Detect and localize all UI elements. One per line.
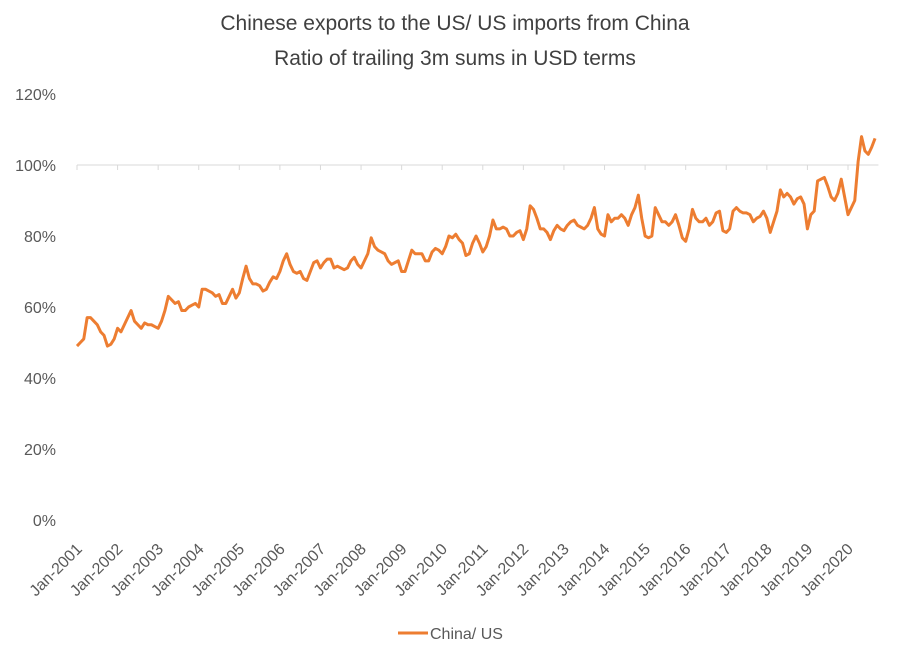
y-tick-label: 80% xyxy=(24,229,56,246)
y-tick-label: 100% xyxy=(15,158,56,175)
y-tick-label: 120% xyxy=(15,87,56,104)
y-tick-label: 20% xyxy=(24,442,56,459)
chart-title: Chinese exports to the US/ US imports fr… xyxy=(220,12,690,35)
y-tick-label: 40% xyxy=(24,371,56,388)
legend-label: China/ US xyxy=(430,626,503,643)
y-tick-label: 0% xyxy=(33,513,56,530)
y-tick-label: 60% xyxy=(24,300,56,317)
data-line xyxy=(75,135,877,348)
chart-subtitle: Ratio of trailing 3m sums in USD terms xyxy=(274,47,636,70)
